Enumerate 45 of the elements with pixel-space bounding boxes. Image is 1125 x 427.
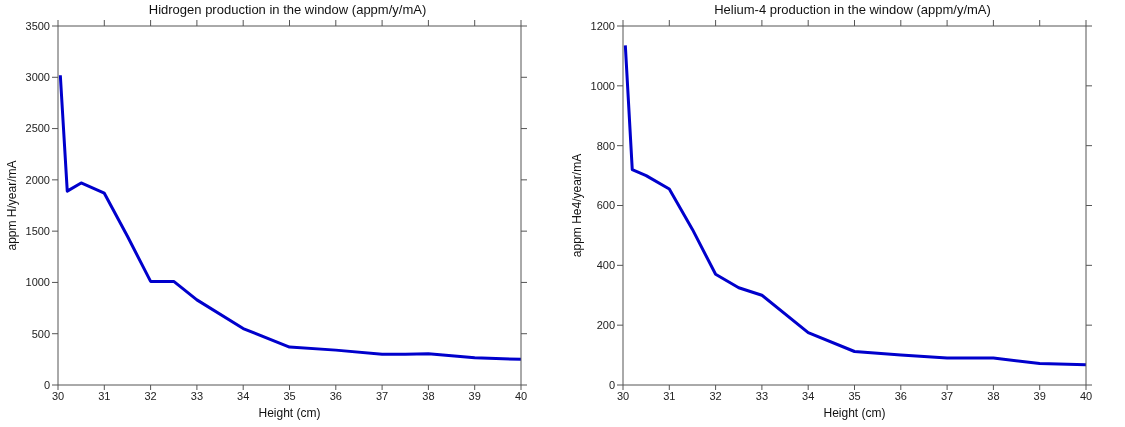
y-tick-label: 0 [43, 378, 50, 391]
y-tick-label: 3000 [25, 71, 50, 84]
x-tick-label: 39 [468, 389, 481, 402]
x-tick-label: 32 [709, 389, 722, 402]
x-tick-label: 40 [1079, 389, 1093, 402]
x-tick-label: 31 [98, 389, 111, 402]
x-tick-label: 38 [987, 389, 1000, 402]
y-tick-label: 1000 [590, 79, 615, 92]
x-tick-label: 36 [329, 389, 342, 402]
y-tick-label: 600 [596, 199, 615, 212]
x-tick-label: 34 [237, 389, 250, 402]
x-tick-label: 37 [375, 389, 389, 402]
y-tick-label: 1000 [25, 276, 50, 289]
x-axis-title: Height (cm) [823, 406, 886, 420]
y-tick-label: 1200 [590, 19, 615, 32]
x-tick-label: 32 [144, 389, 157, 402]
x-tick-label: 31 [663, 389, 676, 402]
x-tick-label: 30 [616, 389, 630, 402]
y-tick-label: 3500 [25, 19, 50, 32]
y-tick-label: 500 [31, 327, 50, 340]
x-tick-label: 33 [755, 389, 769, 402]
line-series [623, 43, 1086, 367]
x-tick-label: 40 [514, 389, 528, 402]
x-tick-label: 34 [802, 389, 815, 402]
y-tick-label: 2500 [25, 122, 50, 135]
x-tick-label: 35 [283, 389, 296, 402]
y-tick-label: 800 [596, 139, 615, 152]
chart-title: Helium-4 production in the window (appm/y/mA) [713, 2, 992, 17]
y-axis-title: appm He4/year/mA [570, 153, 585, 258]
line-series [58, 73, 521, 361]
y-tick-label: 200 [596, 319, 615, 332]
x-tick-label: 30 [51, 389, 65, 402]
x-tick-label: 33 [190, 389, 204, 402]
x-tick-label: 38 [422, 389, 435, 402]
x-tick-label: 35 [848, 389, 861, 402]
x-axis-title: Height (cm) [258, 406, 321, 420]
x-tick-label: 36 [894, 389, 907, 402]
chart-title: Hidrogen production in the window (appm/y/mA) [147, 2, 428, 17]
y-tick-label: 400 [596, 259, 615, 272]
x-tick-label: 39 [1033, 389, 1046, 402]
y-tick-label: 0 [608, 378, 615, 391]
y-tick-label: 1500 [25, 225, 50, 238]
y-tick-label: 2000 [25, 173, 50, 186]
x-tick-label: 37 [940, 389, 954, 402]
y-axis-title: appm H/year/mA [5, 160, 20, 251]
